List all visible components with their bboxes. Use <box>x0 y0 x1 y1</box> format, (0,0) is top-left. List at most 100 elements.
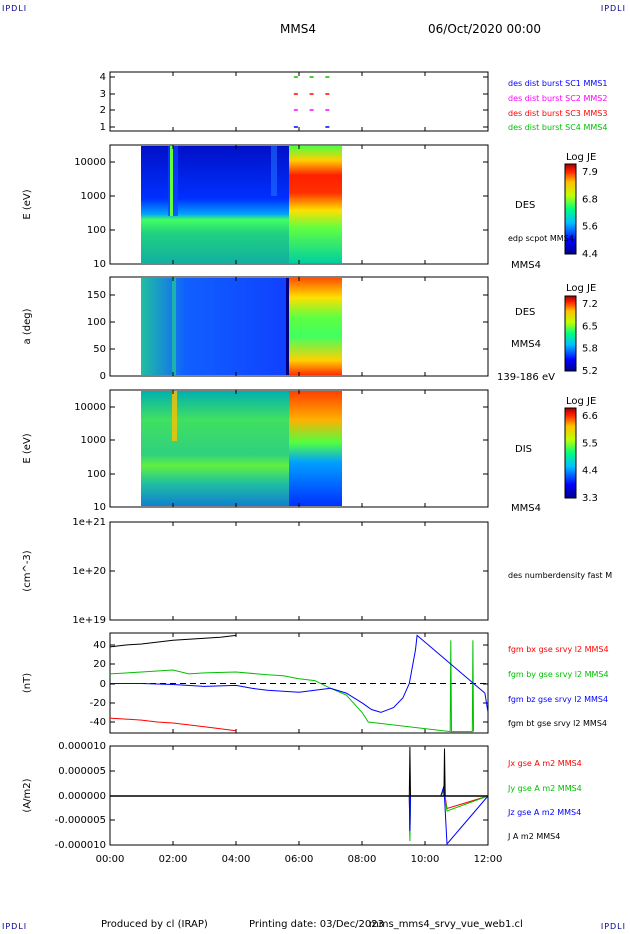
y-tick-label: 20 <box>93 659 106 670</box>
colorbar-tick-label: 5.6 <box>582 222 598 233</box>
corner-label-top-right: IPDLI <box>600 4 626 13</box>
y-tick-label: 4 <box>100 72 106 83</box>
density-legend-entry: des numberdensity fast M <box>508 571 612 580</box>
y-tick-label: 0.000010 <box>58 741 106 752</box>
y-tick-label: 0 <box>100 371 106 382</box>
y-tick-label: 2 <box>100 105 106 116</box>
x-tick-label: 02:00 <box>159 854 188 865</box>
panel-side-label: MMS4 <box>511 260 541 271</box>
fgm-legend-entry: fgm bt gse srvy l2 MMS4 <box>508 719 607 728</box>
footer-printing-date: Printing date: 03/Dec/2023 <box>249 919 385 930</box>
colorbar-tick-label: 4.4 <box>582 249 598 260</box>
x-tick-label: 00:00 <box>96 854 125 865</box>
chart-marks <box>109 76 489 846</box>
y-tick-label: 0.000000 <box>58 791 106 802</box>
y-axis-label: (nT) <box>22 673 33 693</box>
panel-side-label: edp scpot MMS4 <box>508 234 574 243</box>
y-tick-label: 50 <box>93 344 106 355</box>
y-tick-label: -0.000010 <box>55 840 106 851</box>
colorbar-tick-label: 4.4 <box>582 466 598 477</box>
fgm-series-line <box>110 634 489 713</box>
current-series-line <box>110 746 488 797</box>
colorbar-title: Log JE <box>566 396 596 407</box>
y-tick-label: 10 <box>93 259 106 270</box>
y-tick-label: 100 <box>87 317 106 328</box>
y-tick-label: 100 <box>87 225 106 236</box>
y-tick-label: 1e+20 <box>72 566 106 577</box>
colorbar-tick-label: 5.2 <box>582 366 598 377</box>
y-tick-label: 100 <box>87 469 106 480</box>
x-tick-label: 10:00 <box>411 854 440 865</box>
colorbar-tick-label: 5.8 <box>582 344 598 355</box>
corner-label-bottom-right: IPDLI <box>600 922 626 931</box>
y-axis-label: a (deg) <box>22 308 33 344</box>
y-tick-label: 10000 <box>74 157 106 168</box>
burst-panel-frame <box>109 71 489 132</box>
footer-filename: mms_mms4_srvy_vue_web1.cl <box>369 919 523 930</box>
colorbar-title: Log JE <box>566 283 596 294</box>
panel-side-label: MMS4 <box>511 503 541 514</box>
burst-legend-entry: des dist burst SC2 MMS2 <box>508 94 607 103</box>
dis-energy-colorbar <box>564 407 577 499</box>
current-legend-entry: Jx gse A m2 MMS4 <box>507 759 582 768</box>
burst-legend-entry: des dist burst SC3 MMS3 <box>508 109 607 118</box>
corner-label-top-left: IPDLI <box>2 4 28 13</box>
plot-date: 06/Oct/2020 00:00 <box>428 22 542 36</box>
des-pitch-spectrogram <box>141 278 342 375</box>
y-tick-label: -0.000005 <box>55 815 106 826</box>
current-legend-entry: Jy gse A m2 MMS4 <box>507 784 582 793</box>
current-series-line <box>110 785 489 846</box>
fgm-series-line <box>109 717 237 732</box>
y-tick-label: 1000 <box>81 435 106 446</box>
corner-label-bottom-left: IPDLI <box>2 922 28 931</box>
fgm-legend-entry: fgm bx gse srvy l2 MMS4 <box>508 645 609 654</box>
panel-side-label: DIS <box>515 444 532 455</box>
colorbar-tick-label: 6.8 <box>582 194 598 205</box>
x-tick-label: 06:00 <box>285 854 314 865</box>
x-tick-label: 04:00 <box>222 854 251 865</box>
dis-energy-spectrogram <box>141 391 342 506</box>
spacecraft-title: MMS4 <box>280 22 316 36</box>
colorbar-tick-label: 5.5 <box>582 438 598 449</box>
des-pitch-colorbar <box>564 295 577 372</box>
burst-legend-entry: des dist burst SC4 MMS4 <box>508 123 607 132</box>
y-axis-label: E (eV) <box>22 433 33 463</box>
footer-produced: Produced by cl (IRAP) <box>101 919 208 930</box>
current-legend-entry: Jz gse A m2 MMS4 <box>507 808 581 817</box>
des-energy-colorbar <box>564 163 577 255</box>
y-axis-label: (cm^-3) <box>22 550 33 591</box>
y-tick-label: -40 <box>90 717 106 728</box>
x-tick-label: 08:00 <box>348 854 377 865</box>
y-tick-label: 150 <box>87 290 106 301</box>
x-axis-ticks: 00:00 02:00 04:00 06:00 08:00 10:00 12:00 <box>96 72 503 865</box>
y-tick-label: 40 <box>93 640 106 651</box>
panel-side-label: DES <box>515 200 535 211</box>
panel-side-label: DES <box>515 307 535 318</box>
colorbar-tick-label: 3.3 <box>582 493 598 504</box>
burst-legend-entry: des dist burst SC1 MMS1 <box>508 79 607 88</box>
fgm-legend-entry: fgm bz gse srvy l2 MMS4 <box>508 695 608 704</box>
des-energy-spectrogram <box>141 146 342 263</box>
x-tick-label: 12:00 <box>474 854 503 865</box>
panel-side-label: MMS4 <box>511 339 541 350</box>
y-axis-label: E (eV) <box>22 189 33 219</box>
y-tick-label: 10 <box>93 502 106 513</box>
colorbar-title: Log JE <box>566 152 596 163</box>
current-legend-entry: J A m2 MMS4 <box>507 832 560 841</box>
y-axis-label: (A/m2) <box>22 778 33 812</box>
y-tick-label: 1e+19 <box>72 615 106 626</box>
colorbar-tick-label: 6.6 <box>582 411 598 422</box>
y-tick-label: 1 <box>100 122 106 133</box>
y-tick-label: 0.000005 <box>58 766 106 777</box>
panel-side-label: 139-186 eV <box>497 372 555 383</box>
density-panel-frame <box>109 521 489 621</box>
y-tick-label: 1000 <box>81 191 106 202</box>
fgm-series-line <box>109 634 237 648</box>
series-legends: des dist burst SC1 MMS1 des dist burst SC… <box>497 79 612 841</box>
y-tick-label: 1e+21 <box>72 517 106 528</box>
y-tick-label: 10000 <box>74 402 106 413</box>
y-tick-label: 0 <box>100 679 106 690</box>
current-series-line <box>110 789 489 842</box>
